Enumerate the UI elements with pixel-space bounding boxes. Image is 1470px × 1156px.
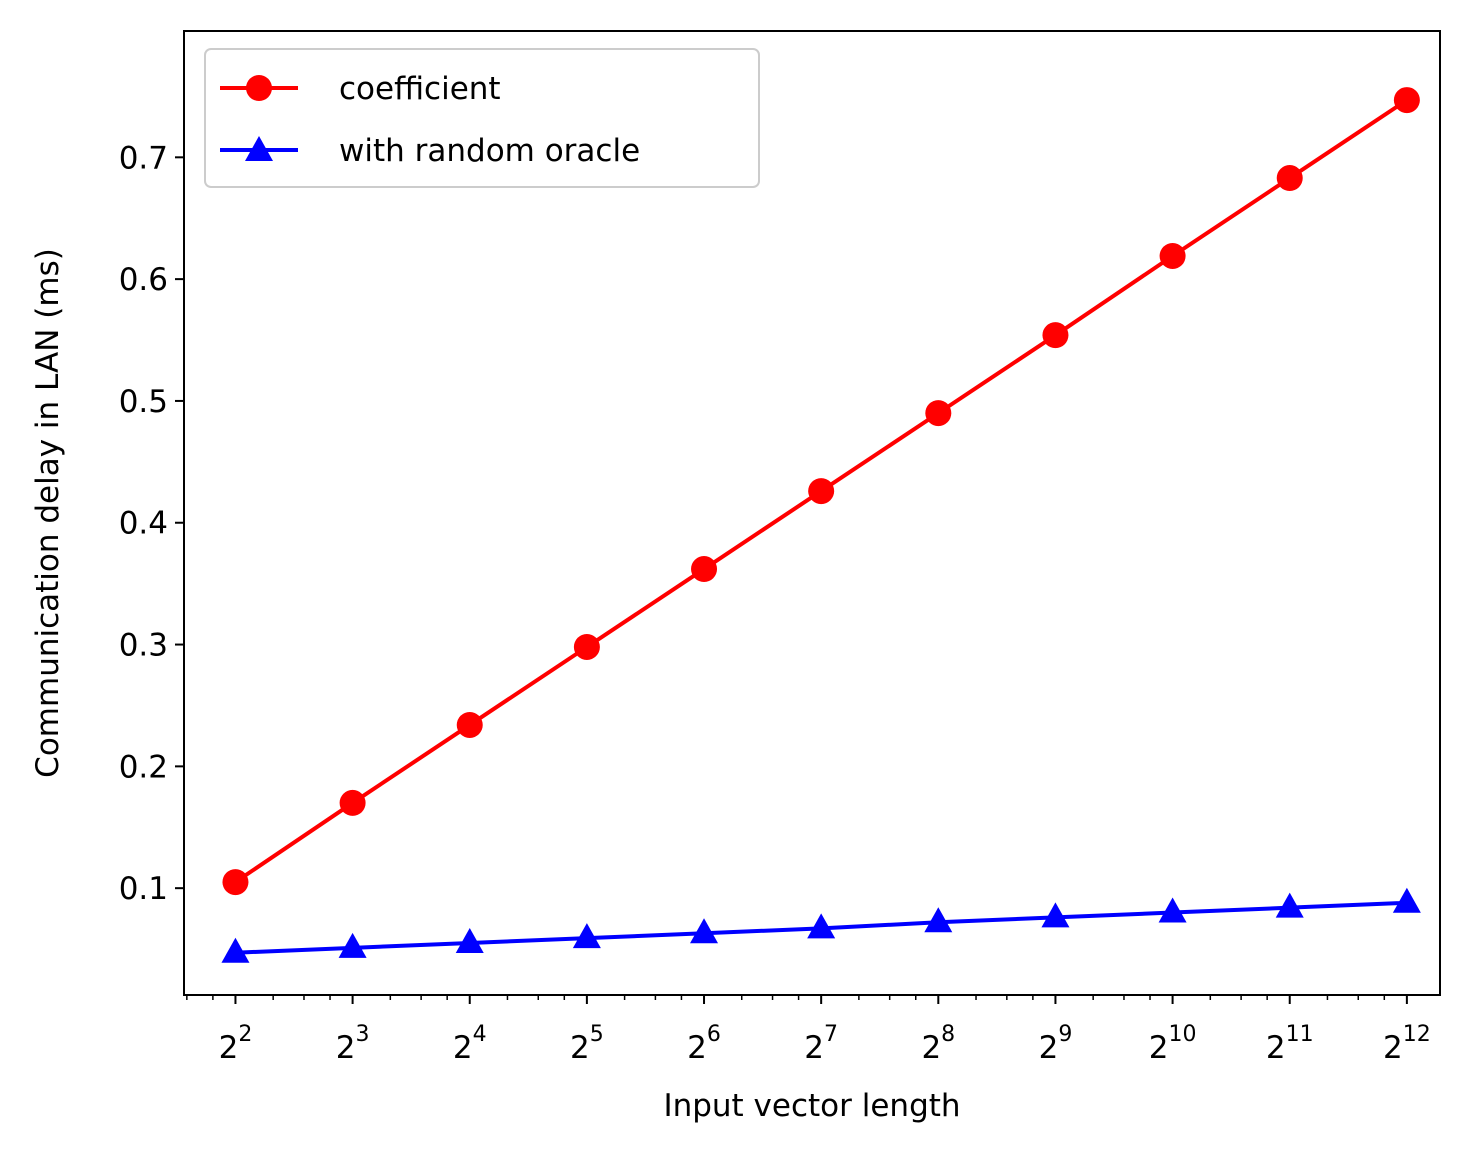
x-tick-exponent: 3 <box>355 1022 369 1047</box>
legend: coefficient with random oracle <box>204 48 760 188</box>
y-tick-label: 0.5 <box>119 384 168 420</box>
x-tick-exponent: 7 <box>824 1022 838 1047</box>
legend-box <box>204 48 760 188</box>
data-point-with-random-oracle <box>455 927 484 953</box>
legend-label-coefficient: coefficient <box>339 71 501 107</box>
x-tick-base: 2 <box>219 1030 239 1066</box>
data-point-coefficient <box>456 711 483 738</box>
data-point-coefficient <box>1159 242 1186 269</box>
x-tick-label: 23 <box>336 1022 370 1066</box>
x-tick-exponent: 8 <box>941 1022 955 1047</box>
x-tick-base: 2 <box>687 1030 707 1066</box>
plot-area <box>184 31 1440 995</box>
data-point-with-random-oracle <box>221 937 250 963</box>
data-point-coefficient <box>222 869 249 896</box>
legend-marker-with-random-oracle <box>245 136 273 161</box>
x-tick-base: 2 <box>1266 1030 1286 1066</box>
x-tick-base: 2 <box>453 1030 473 1066</box>
x-tick-exponent: 2 <box>238 1022 252 1047</box>
data-point-with-random-oracle <box>807 913 836 939</box>
x-axis-ticks: 22 23 24 25 26 27 28 29 210 211 212 <box>219 995 1431 1066</box>
data-point-with-random-oracle <box>1041 902 1070 928</box>
x-tick-label: 22 <box>219 1022 253 1066</box>
x-axis-label: Input vector length <box>663 1088 960 1124</box>
x-tick-label: 29 <box>1039 1022 1073 1066</box>
y-axis-label: Communication delay in LAN (ms) <box>30 248 66 778</box>
data-point-coefficient <box>925 400 952 427</box>
x-tick-base: 2 <box>1383 1030 1403 1066</box>
x-tick-exponent: 10 <box>1168 1022 1196 1047</box>
data-point-with-random-oracle <box>690 918 719 944</box>
x-tick-base: 2 <box>336 1030 356 1066</box>
data-point-with-random-oracle <box>1275 892 1304 918</box>
plot-frame <box>183 30 1441 996</box>
y-axis-ticks: 0.1 0.2 0.3 0.4 0.5 0.6 0.7 <box>119 140 184 907</box>
x-tick-base: 2 <box>1039 1030 1059 1066</box>
data-point-with-random-oracle <box>924 907 953 933</box>
x-tick-exponent: 6 <box>707 1022 721 1047</box>
x-tick-label: 212 <box>1383 1022 1431 1066</box>
x-tick-exponent: 12 <box>1403 1022 1431 1047</box>
data-point-with-random-oracle <box>1158 897 1187 923</box>
data-point-with-random-oracle <box>338 932 367 958</box>
x-tick-label: 27 <box>804 1022 838 1066</box>
x-tick-base: 2 <box>1149 1030 1169 1066</box>
x-tick-exponent: 5 <box>590 1022 604 1047</box>
data-point-coefficient <box>339 789 366 816</box>
x-tick-exponent: 4 <box>473 1022 487 1047</box>
x-tick-exponent: 9 <box>1058 1022 1072 1047</box>
x-tick-label: 28 <box>921 1022 955 1066</box>
x-tick-label: 24 <box>453 1022 487 1066</box>
data-point-coefficient <box>573 633 600 660</box>
x-tick-exponent: 11 <box>1286 1022 1314 1047</box>
x-tick-label: 211 <box>1266 1022 1314 1066</box>
y-tick-label: 0.1 <box>119 871 168 907</box>
y-tick-label: 0.2 <box>119 749 168 785</box>
data-point-coefficient <box>808 478 835 505</box>
data-point-coefficient <box>1042 322 1069 349</box>
legend-label-with-random-oracle: with random oracle <box>339 133 640 169</box>
y-tick-label: 0.7 <box>119 140 168 176</box>
series-layer <box>221 87 1421 963</box>
data-point-coefficient <box>1393 87 1420 114</box>
x-tick-base: 2 <box>570 1030 590 1066</box>
data-point-coefficient <box>1276 165 1303 192</box>
x-tick-label: 26 <box>687 1022 721 1066</box>
x-tick-base: 2 <box>804 1030 824 1066</box>
legend-marker-coefficient <box>246 75 272 101</box>
x-tick-base: 2 <box>921 1030 941 1066</box>
x-tick-label: 210 <box>1149 1022 1197 1066</box>
y-tick-label: 0.3 <box>119 628 168 664</box>
y-tick-label: 0.4 <box>119 506 168 542</box>
data-point-coefficient <box>691 556 718 583</box>
data-point-with-random-oracle <box>1392 887 1421 913</box>
y-tick-label: 0.6 <box>119 262 168 298</box>
data-point-with-random-oracle <box>572 923 601 949</box>
x-tick-label: 25 <box>570 1022 604 1066</box>
